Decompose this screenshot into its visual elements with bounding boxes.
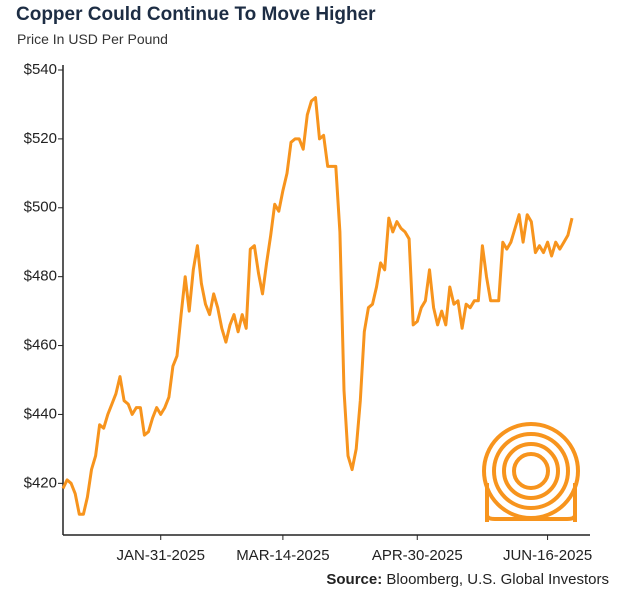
y-tick-label: $500 bbox=[24, 199, 57, 216]
x-tick-label: JAN-31-2025 bbox=[117, 547, 205, 564]
x-tick-label: JUN-16-2025 bbox=[503, 547, 592, 564]
x-tick-label: MAR-14-2025 bbox=[236, 547, 329, 564]
coil-icon bbox=[482, 422, 580, 522]
source-text: Bloomberg, U.S. Global Investors bbox=[386, 571, 609, 588]
y-tick-label: $460 bbox=[24, 337, 57, 354]
y-tick-label: $420 bbox=[24, 474, 57, 491]
chart-subtitle: Price In USD Per Pound bbox=[17, 31, 168, 47]
y-tick-label: $480 bbox=[24, 268, 57, 285]
chart-title: Copper Could Continue To Move Higher bbox=[16, 4, 376, 25]
y-tick-label: $540 bbox=[24, 61, 57, 78]
y-tick-label: $520 bbox=[24, 130, 57, 147]
source: Source: Bloomberg, U.S. Global Investors bbox=[326, 571, 609, 588]
y-tick-label: $440 bbox=[24, 405, 57, 422]
x-tick-label: APR-30-2025 bbox=[372, 547, 463, 564]
source-label: Source: bbox=[326, 571, 382, 588]
price-line bbox=[61, 96, 574, 516]
